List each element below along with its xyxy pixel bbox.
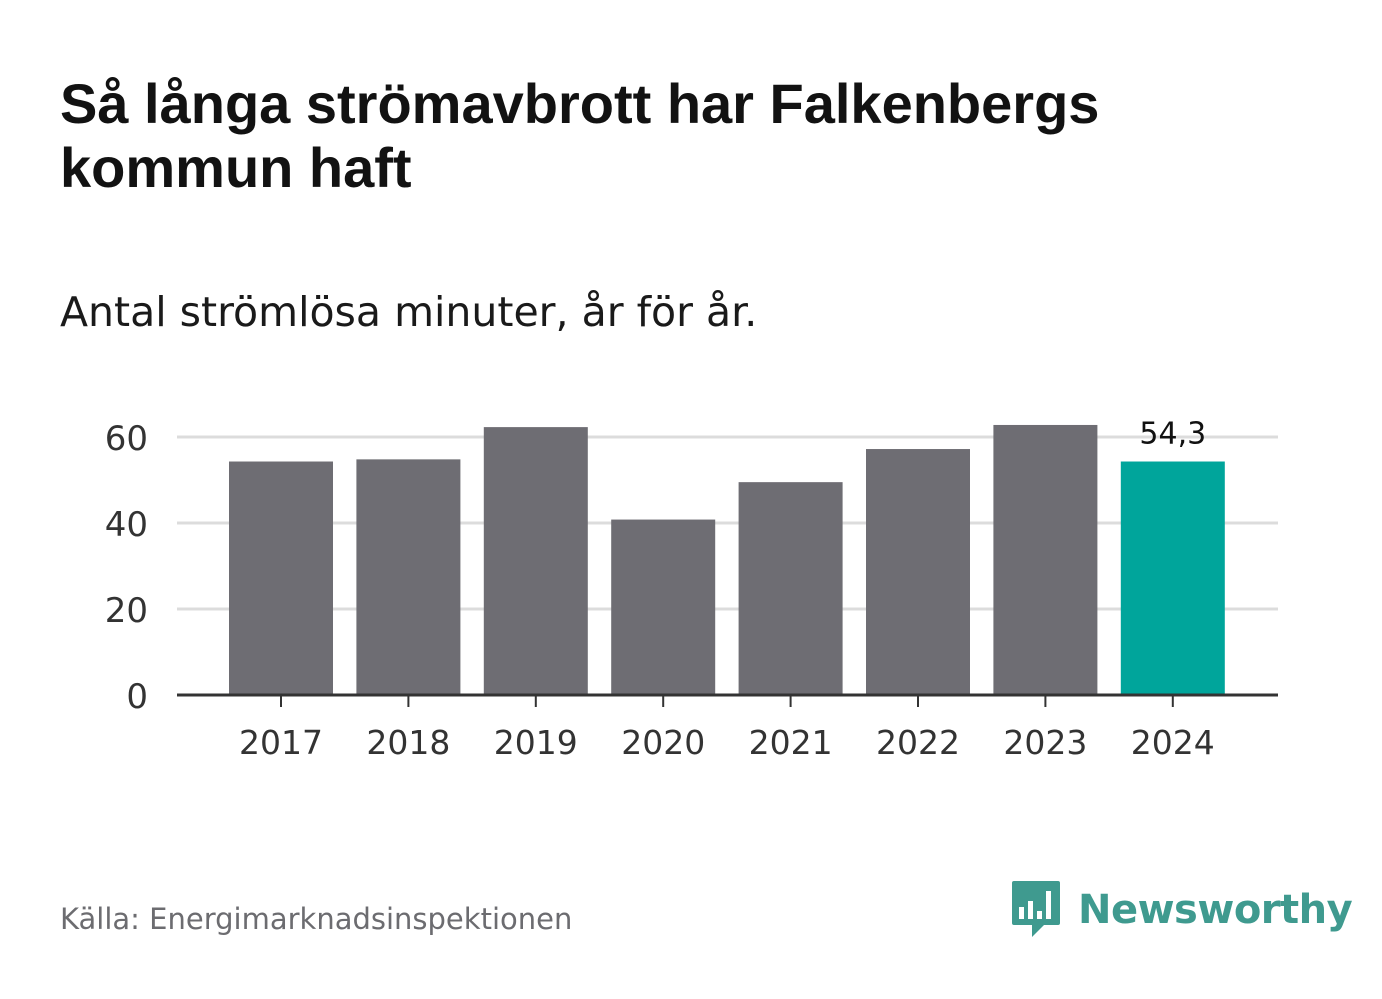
y-axis-ticks: 0 20 40 60 [105, 419, 148, 717]
y-tick-label: 0 [126, 677, 148, 717]
bar-2020 [611, 519, 716, 695]
bar-2022 [866, 449, 970, 695]
bar-2021 [738, 482, 843, 695]
x-tick-label: 2018 [366, 723, 450, 762]
x-tick-label: 2024 [1131, 723, 1215, 762]
bar-chart-speech-bubble-icon [1012, 881, 1060, 937]
brand-name: Newsworthy [1078, 887, 1353, 933]
x-tick-label: 2017 [239, 723, 323, 762]
x-tick-label: 2021 [749, 723, 833, 762]
chart-subtitle: Antal strömlösa minuter, år för år. [60, 288, 758, 336]
source-note: Källa: Energimarknadsinspektionen [60, 902, 573, 936]
y-tick-label: 20 [105, 591, 148, 631]
bar-2018 [356, 459, 461, 695]
newsworthy-brand: Newsworthy [1010, 878, 1353, 942]
bar-2017 [229, 461, 333, 695]
x-tick-label: 2023 [1003, 723, 1087, 762]
bar-2024 [1120, 461, 1225, 695]
x-tick-label: 2022 [876, 723, 960, 762]
x-tick-label: 2020 [621, 723, 705, 762]
chart-title: Så långa strömavbrott har Falkenbergs ko… [60, 72, 1100, 199]
bar-2023 [993, 424, 1098, 695]
data-label: 54,3 [1139, 417, 1206, 452]
x-axis-ticks: 2017 2018 2019 2020 2021 2022 2023 2024 [239, 695, 1215, 762]
y-tick-label: 60 [105, 419, 148, 459]
y-tick-label: 40 [105, 505, 148, 545]
gridlines [177, 435, 1278, 611]
data-labels: 54,3 [1139, 417, 1206, 452]
x-tick-label: 2019 [494, 723, 578, 762]
bars [229, 424, 1225, 695]
bar-2019 [483, 427, 588, 695]
